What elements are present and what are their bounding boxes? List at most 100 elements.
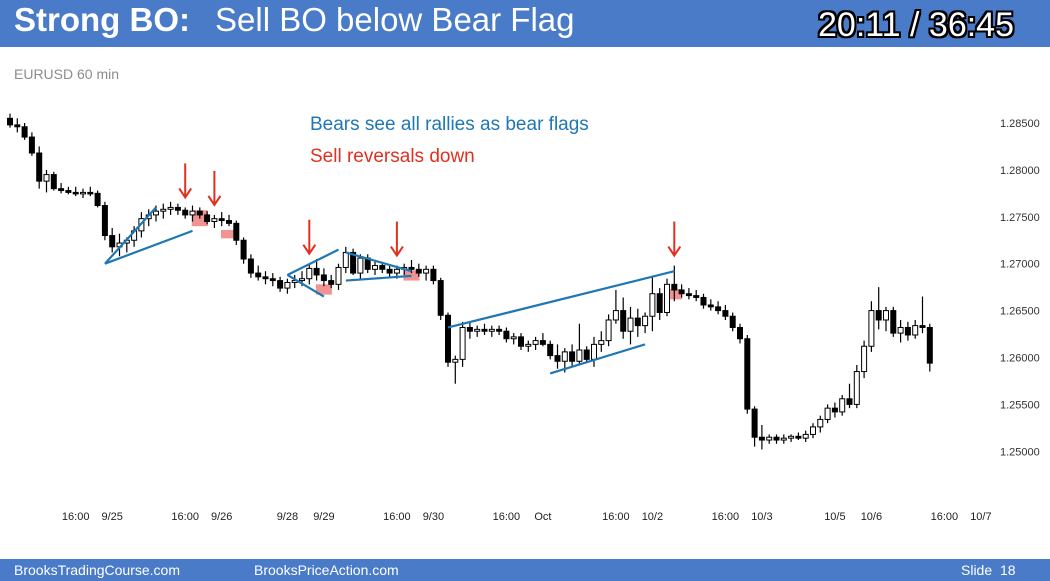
sell-arrow (667, 221, 682, 258)
footer-left-link[interactable]: BrooksTradingCourse.com (14, 562, 180, 578)
trendline (286, 274, 325, 298)
candle-bear (101, 205, 108, 237)
x-tick-label: 16:00 (383, 511, 411, 523)
candle-bear (233, 222, 240, 241)
candle-bear (518, 336, 524, 347)
candle-bear (773, 436, 780, 441)
slide-title: Sell BO below Bear Flag (215, 1, 575, 38)
y-tick-label: 1.25000 (1000, 446, 1040, 458)
candle-bear (218, 218, 225, 222)
y-tick-label: 1.26500 (1000, 306, 1040, 318)
x-tick-label: 9/26 (211, 511, 232, 523)
x-tick-label: 10/2 (642, 511, 663, 523)
trendline (104, 206, 157, 265)
candle-bull (80, 191, 86, 195)
candle-bear (240, 239, 247, 260)
candle-bull (452, 358, 459, 363)
candle-bull (525, 343, 532, 347)
candle-bear (72, 191, 79, 195)
x-tick-label: 16:00 (712, 511, 740, 523)
candle-bull (532, 340, 539, 345)
candle-bear (109, 235, 116, 248)
slide-header: Strong BO: Sell BO below Bear Flag 20:11… (0, 0, 1050, 47)
candle-bear (277, 280, 284, 289)
candle-bear (466, 326, 473, 332)
candle-bear (904, 326, 911, 336)
candle-bull (627, 317, 634, 332)
candle-bull (649, 293, 656, 317)
candle-bear (503, 330, 510, 340)
trendline (104, 229, 193, 265)
candle-bull (510, 336, 517, 340)
candle-bear (751, 408, 758, 438)
candle-bull (576, 349, 583, 362)
candle-bear (496, 328, 503, 332)
trendline (549, 343, 646, 375)
candle-bear (50, 174, 57, 190)
candle-bull (817, 418, 824, 428)
candle-bull (766, 436, 773, 441)
candle-bear (58, 188, 65, 192)
candle-bull (664, 283, 670, 313)
annotation-bear-flags: Bears see all rallies as bear flags (310, 114, 589, 135)
signal-bar-highlight (315, 284, 332, 295)
footer-center-link[interactable]: BrooksPriceAction.com (254, 562, 399, 578)
x-tick-label: 10/7 (970, 511, 991, 523)
candle-bear (408, 266, 415, 270)
candle-bull (839, 398, 846, 413)
candle-bear (685, 293, 692, 297)
candle-bear (737, 326, 743, 340)
candle-bear (255, 272, 262, 278)
video-timer: 20:11 / 36:45 (818, 6, 1014, 44)
candle-bear (7, 117, 13, 126)
trendline (345, 274, 412, 282)
candle-bear (65, 190, 72, 193)
candle-bull (810, 426, 816, 435)
candle-bull (423, 268, 430, 274)
candle-bear (204, 214, 211, 222)
candle-bear (445, 314, 451, 363)
y-tick-label: 1.28500 (1000, 118, 1040, 130)
slide-number: 18 (1000, 562, 1016, 578)
candle-bear (269, 278, 276, 282)
trendline (345, 251, 412, 273)
candle-bear (386, 268, 393, 274)
candle-bull (43, 174, 50, 182)
candle-bear (247, 258, 254, 274)
x-tick-label: 9/25 (101, 511, 122, 523)
candle-bear (744, 338, 751, 410)
sell-arrows (178, 163, 682, 258)
candle-bear (758, 436, 765, 441)
candle-bull (788, 435, 795, 439)
candle-bull (474, 328, 481, 332)
candles (7, 113, 933, 450)
candle-bear (21, 126, 28, 138)
candle-bull (605, 319, 612, 342)
x-tick-label: 16:00 (493, 511, 521, 523)
x-tick-label: Oct (534, 511, 551, 523)
candle-bear (875, 310, 882, 321)
candle-bear (707, 304, 714, 308)
x-tick-label: 16:00 (931, 511, 959, 523)
candle-bull (591, 343, 597, 360)
candlestick-chart: 1.28500 1.28000 1.27500 1.27000 1.26500 1.260… (7, 113, 1040, 523)
annotation-sell-reversals: Sell reversals down (310, 146, 475, 167)
candle-bear (656, 293, 663, 313)
candle-bull (897, 326, 904, 334)
candle-bear (620, 310, 627, 332)
candle-bear (262, 276, 269, 280)
candle-bear (94, 192, 101, 207)
trendline (286, 248, 339, 276)
x-axis: 16:00 9/25 16:00 9/26 9/28 9/29 16:00 9/30 16:00… (62, 511, 992, 523)
slide-title-bold: Strong BO: (14, 1, 190, 38)
candle-bear (174, 206, 181, 211)
candle-bear (831, 407, 838, 413)
candle-bull (780, 437, 787, 441)
candle-bull (189, 210, 196, 216)
candle-bear (182, 209, 189, 216)
candle-bear (36, 152, 43, 182)
candle-bear (313, 267, 320, 276)
candle-bull (306, 267, 313, 280)
candle-bull (459, 326, 466, 360)
candle-bear (693, 295, 700, 298)
